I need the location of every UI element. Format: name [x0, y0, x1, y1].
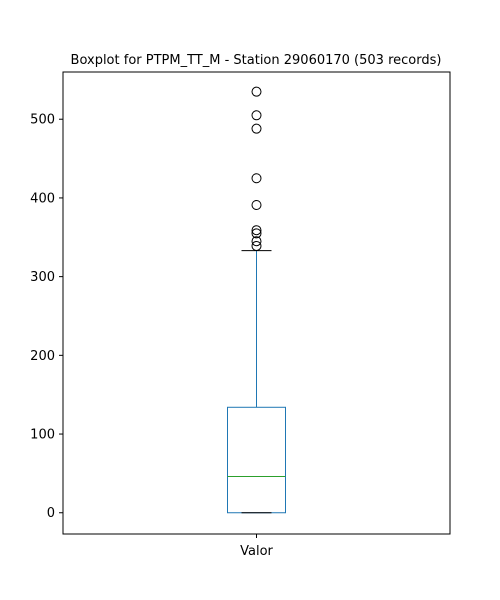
y-tick-label: 100	[30, 428, 55, 443]
box-group	[227, 86, 286, 514]
outlier-point	[251, 228, 262, 239]
box-valor	[227, 86, 286, 514]
y-tick-label: 400	[30, 191, 55, 206]
outlier-point	[251, 236, 262, 247]
x-axis: Valor	[240, 534, 274, 559]
y-axis: 0 100 200 300 400 500	[30, 113, 63, 521]
outlier-point	[251, 86, 262, 97]
y-tick-label: 500	[30, 113, 55, 128]
chart-title: Boxplot for PTPM_TT_M - Station 29060170…	[71, 53, 442, 68]
y-tick-label: 200	[30, 349, 55, 364]
outlier-point	[251, 173, 262, 184]
outlier-point	[251, 225, 262, 236]
iqr-box	[227, 406, 286, 514]
y-tick-label: 300	[30, 270, 55, 285]
outlier-point	[251, 200, 262, 211]
outlier-point	[251, 110, 262, 121]
y-tick-label: 0	[47, 506, 55, 521]
outlier-point	[251, 240, 262, 251]
outlier-point	[251, 123, 262, 134]
x-tick-label: Valor	[240, 544, 273, 559]
